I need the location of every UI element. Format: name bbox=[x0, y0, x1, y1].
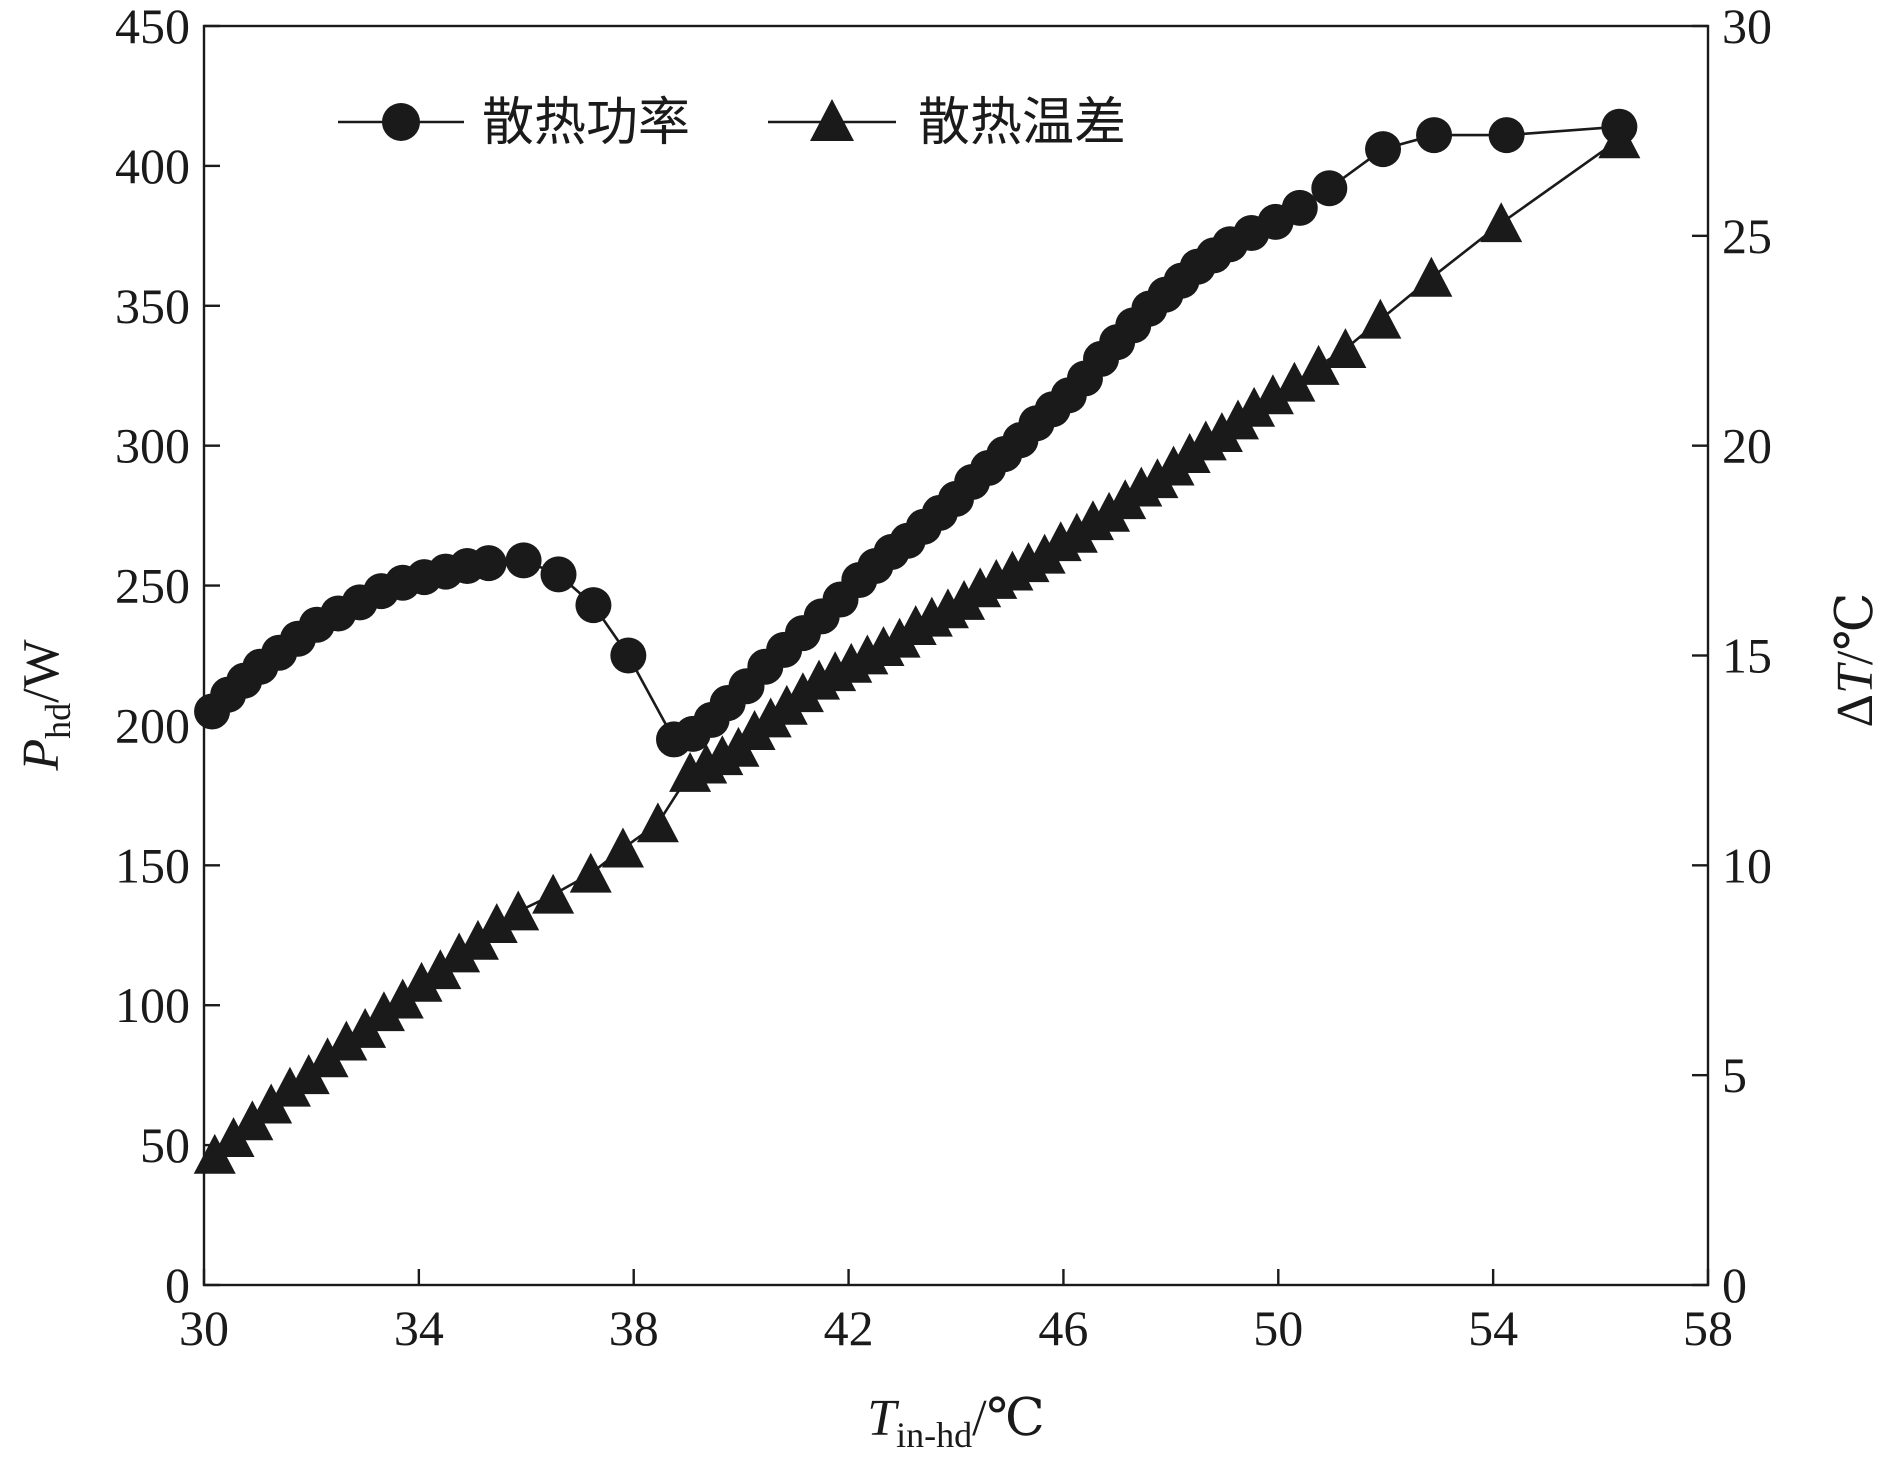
power-point-55 bbox=[1281, 189, 1318, 226]
right-y-tick-label-3: 15 bbox=[1722, 628, 1772, 684]
x-tick-label-1: 34 bbox=[394, 1300, 444, 1356]
left-y-tick-label-0: 0 bbox=[165, 1257, 190, 1313]
legend-tempdiff-marker bbox=[810, 99, 854, 141]
tempdiff-point-7 bbox=[325, 1020, 368, 1061]
tempdiff-point-60 bbox=[1324, 328, 1367, 369]
right-y-axis-title: ΔT/℃ bbox=[1827, 593, 1884, 728]
power-point-18 bbox=[610, 637, 647, 674]
tempdiff-point-57 bbox=[1251, 374, 1294, 415]
right-y-tick-label-2: 10 bbox=[1722, 837, 1772, 893]
x-tick-label-5: 50 bbox=[1253, 1300, 1303, 1356]
tempdiff-point-11 bbox=[400, 961, 443, 1002]
tempdiff-point-19 bbox=[601, 827, 644, 868]
power-point-17 bbox=[575, 587, 612, 624]
right-y-tick-label-5: 25 bbox=[1722, 208, 1772, 264]
legend-item-tempdiff: 散热温差 bbox=[768, 93, 1126, 153]
series-tempdiff bbox=[193, 118, 1641, 1174]
left-y-tick-label-3: 150 bbox=[115, 837, 190, 893]
x-tick-label-3: 42 bbox=[824, 1300, 874, 1356]
left-y-tick-label-6: 300 bbox=[115, 418, 190, 474]
left-y-tick-label-2: 100 bbox=[115, 977, 190, 1033]
tempdiff-point-18 bbox=[569, 852, 612, 893]
x-tick-label-6: 54 bbox=[1468, 1300, 1518, 1356]
tempdiff-point-9 bbox=[362, 991, 405, 1032]
tempdiff-point-17 bbox=[532, 873, 575, 914]
tempdiff-point-15 bbox=[475, 903, 518, 943]
tempdiff-point-4 bbox=[268, 1066, 311, 1107]
tempdiff-point-20 bbox=[636, 802, 679, 843]
left-y-tick-label-4: 200 bbox=[115, 697, 190, 753]
x-tick-label-2: 38 bbox=[609, 1300, 659, 1356]
x-axis-title: Tin-hd/℃ bbox=[867, 1390, 1045, 1455]
x-tick-label-4: 46 bbox=[1038, 1300, 1088, 1356]
tempdiff-point-61 bbox=[1359, 298, 1402, 339]
power-point-16 bbox=[540, 556, 577, 593]
left-y-tick-label-7: 350 bbox=[115, 278, 190, 334]
right-y-axis-ticks: 0 5 10 15 20 25 30 bbox=[1692, 0, 1772, 1313]
plot-frame bbox=[202, 24, 1710, 1287]
tempdiff-line bbox=[213, 138, 1621, 1156]
tempdiff-point-58 bbox=[1273, 361, 1316, 402]
power-line bbox=[211, 125, 1620, 741]
right-y-tick-label-0: 0 bbox=[1722, 1257, 1747, 1313]
legend-power-marker bbox=[382, 103, 420, 141]
left-y-tick-label-5: 250 bbox=[115, 558, 190, 614]
power-point-57 bbox=[1365, 131, 1402, 168]
right-y-tick-label-4: 20 bbox=[1722, 418, 1772, 474]
legend: 散热功率 散热温差 bbox=[338, 93, 1126, 153]
tempdiff-point-63 bbox=[1480, 202, 1523, 243]
x-tick-label-0: 30 bbox=[179, 1300, 229, 1356]
tempdiff-point-59 bbox=[1297, 344, 1340, 385]
tempdiff-point-16 bbox=[497, 890, 540, 931]
left-y-tick-label-8: 400 bbox=[115, 138, 190, 194]
power-point-56 bbox=[1311, 170, 1348, 207]
left-y-axis-title: Phd/W bbox=[13, 639, 78, 771]
left-y-tick-label-1: 50 bbox=[140, 1117, 190, 1173]
right-y-tick-label-1: 5 bbox=[1722, 1047, 1747, 1103]
series-power bbox=[194, 108, 1638, 758]
tempdiff-point-62 bbox=[1410, 256, 1453, 297]
power-point-15 bbox=[505, 542, 542, 579]
legend-item-power: 散热功率 bbox=[338, 93, 690, 153]
tempdiff-point-64 bbox=[1598, 118, 1641, 159]
power-point-14 bbox=[470, 545, 507, 582]
tempdiff-point-56 bbox=[1233, 386, 1276, 427]
left-y-tick-label-9: 450 bbox=[115, 0, 190, 54]
right-y-tick-label-6: 30 bbox=[1722, 0, 1772, 54]
power-point-59 bbox=[1488, 117, 1525, 154]
x-tick-label-7: 58 bbox=[1683, 1300, 1733, 1356]
legend-tempdiff-label: 散热温差 bbox=[918, 93, 1126, 153]
x-axis-ticks: 30 34 38 42 46 50 54 58 bbox=[179, 1269, 1733, 1356]
left-y-axis-ticks: 0 50 100 150 200 250 300 350 400 450 bbox=[115, 0, 220, 1313]
legend-power-label: 散热功率 bbox=[482, 93, 690, 153]
power-point-58 bbox=[1416, 117, 1453, 154]
tempdiff-point-13 bbox=[438, 932, 481, 973]
